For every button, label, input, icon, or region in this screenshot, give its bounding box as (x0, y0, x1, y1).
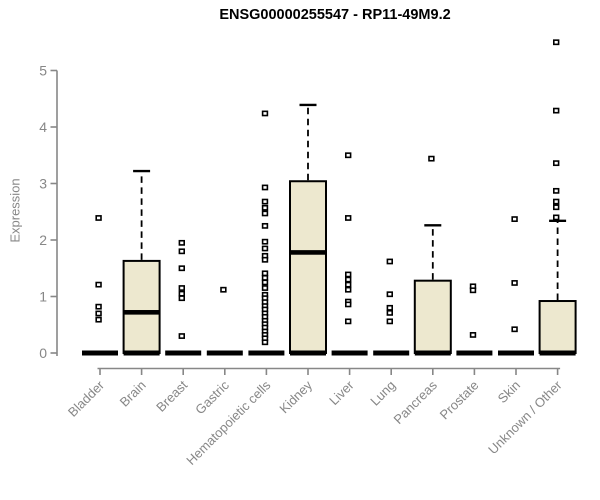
x-tick-label: Breast (153, 377, 190, 414)
box-brain (122, 259, 161, 354)
outlier-point (95, 303, 102, 310)
outlier-point (386, 318, 393, 325)
outlier-point (552, 160, 560, 167)
outlier-point (469, 287, 477, 294)
outlier-point (95, 281, 102, 288)
outlier-point (178, 290, 185, 297)
zero-bar (373, 350, 410, 356)
outlier-point (511, 216, 518, 222)
outlier-point (261, 198, 269, 205)
outlier-point (95, 310, 102, 317)
outlier-point (428, 155, 435, 162)
outlier-point (178, 295, 185, 302)
outlier-point (552, 214, 560, 221)
outlier-point (261, 270, 269, 277)
outlier-point (552, 187, 560, 194)
zero-bar (498, 350, 534, 356)
outlier-point (511, 326, 518, 333)
zero-bar (82, 350, 118, 356)
x-tick-label: Lung (367, 378, 398, 409)
outlier-point (261, 285, 269, 291)
outlier-point (386, 291, 393, 298)
y-tick-label: 1 (39, 289, 47, 305)
outlier-point (261, 204, 269, 211)
zero-bar (290, 350, 326, 356)
median-line (290, 250, 326, 255)
outlier-point (261, 274, 269, 281)
outlier-point (552, 198, 560, 205)
x-tick-label: Pancreas (390, 377, 440, 427)
outlier-point (261, 245, 269, 252)
outlier-point (178, 239, 185, 246)
outlier-point (261, 238, 269, 245)
outlier-point (386, 309, 393, 316)
x-tick-label: Unknown / Other (485, 377, 565, 457)
outlier-point (344, 286, 352, 293)
x-tick-label: Kidney (276, 377, 315, 416)
outlier-point (261, 110, 269, 117)
x-tick-label: Brain (117, 378, 149, 410)
x-tick-label: Prostate (437, 378, 482, 423)
zero-bar (414, 350, 451, 356)
outlier-point (469, 332, 477, 338)
outlier-point (344, 152, 352, 159)
y-tick-label: 3 (39, 176, 47, 192)
outlier-point (95, 316, 102, 323)
zero-bar (331, 350, 368, 356)
outlier-point (261, 184, 269, 191)
x-tick-label: Liver (326, 377, 357, 408)
box-pancreas (413, 279, 452, 354)
outlier-point (178, 285, 185, 291)
outlier-point (261, 210, 269, 217)
zero-bar (539, 350, 576, 356)
outlier-point (386, 258, 393, 265)
chart-title: ENSG00000255547 - RP11-49M9.2 (219, 7, 451, 23)
outlier-point (552, 204, 560, 211)
outlier-point (344, 281, 352, 288)
outlier-point (344, 276, 352, 283)
x-tick-label: Skin (495, 378, 523, 406)
outlier-point (261, 222, 269, 229)
outlier-point (178, 265, 185, 272)
outlier-point (344, 318, 352, 325)
outlier-point (220, 286, 227, 293)
median-line (123, 310, 160, 315)
outlier-point (261, 339, 269, 346)
x-tick-label: Bladder (65, 377, 108, 420)
zero-bar (456, 350, 493, 356)
x-tick-label: Gastric (192, 377, 232, 417)
outlier-point (552, 39, 560, 46)
box-unknown-other (538, 300, 577, 354)
outlier-point (344, 301, 352, 308)
outlier-point (511, 280, 518, 286)
outlier-point (178, 248, 185, 255)
y-tick-label: 4 (39, 119, 47, 135)
zero-bar (165, 350, 202, 356)
outlier-point (344, 271, 352, 278)
y-tick-label: 0 (39, 345, 47, 361)
y-tick-label: 2 (39, 232, 47, 248)
box-kidney (289, 180, 327, 354)
outlier-point (261, 279, 269, 286)
outlier-point (386, 304, 393, 311)
outlier-point (344, 215, 352, 221)
outlier-point (178, 333, 185, 339)
outlier-point (552, 107, 560, 114)
zero-bar (248, 350, 285, 356)
y-tick-label: 5 (39, 63, 47, 79)
outlier-point (261, 256, 269, 263)
outlier-point (95, 215, 102, 221)
zero-bar (206, 350, 243, 356)
zero-bar (123, 350, 160, 356)
